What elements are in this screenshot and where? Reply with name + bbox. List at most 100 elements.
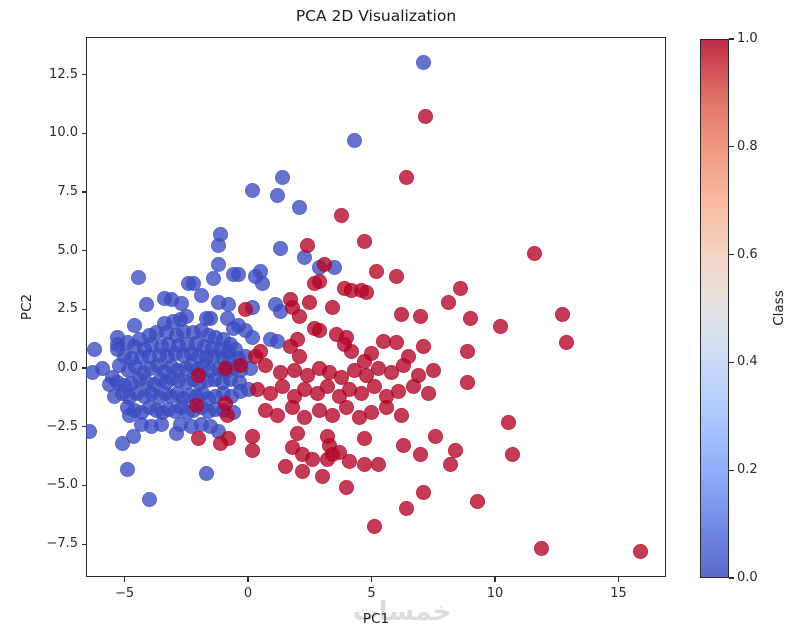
x-tick-mark — [617, 577, 620, 582]
scatter-point-class0 — [87, 341, 103, 357]
scatter-point-class1 — [452, 280, 468, 296]
scatter-point-class1 — [341, 454, 357, 470]
scatter-point-class0 — [178, 308, 194, 324]
scatter-point-class1 — [245, 428, 261, 444]
y-tick-mark — [81, 308, 86, 310]
scatter-point-class1 — [238, 301, 254, 317]
x-tick-label: −5 — [114, 586, 135, 601]
y-tick-label: −7.5 — [46, 536, 78, 552]
scatter-point-class0 — [86, 423, 98, 439]
scatter-point-class1 — [633, 543, 649, 559]
scatter-point-class1 — [218, 360, 234, 376]
y-tick-label: 12.5 — [49, 66, 78, 82]
y-tick-mark — [81, 250, 86, 252]
scatter-point-class1 — [299, 238, 315, 254]
x-tick-label: 10 — [486, 586, 504, 601]
scatter-point-class1 — [356, 456, 372, 472]
scatter-point-class1 — [220, 430, 236, 446]
scatter-point-class1 — [371, 456, 387, 472]
scatter-point-class1 — [294, 463, 310, 479]
scatter-point-class1 — [391, 384, 407, 400]
scatter-point-class1 — [317, 257, 333, 273]
scatter-point-class1 — [289, 426, 305, 442]
scatter-point-class0 — [220, 297, 236, 313]
scatter-point-class1 — [356, 430, 372, 446]
y-tick-mark — [81, 426, 86, 428]
y-tick-mark — [81, 132, 86, 134]
scatter-point-class0 — [292, 199, 308, 215]
y-tick-label: 10.0 — [49, 125, 78, 141]
scatter-point-class1 — [462, 311, 478, 327]
scatter-point-class1 — [191, 367, 207, 383]
scatter-point-class1 — [245, 442, 261, 458]
scatter-point-class0 — [210, 257, 226, 273]
scatter-point-class1 — [219, 407, 235, 423]
scatter-point-class0 — [415, 55, 431, 71]
scatter-point-class1 — [413, 308, 429, 324]
scatter-point-class0 — [126, 318, 142, 334]
x-tick-mark — [247, 577, 249, 582]
scatter-point-class0 — [125, 428, 141, 444]
scatter-point-class1 — [527, 245, 543, 261]
scatter-point-class1 — [378, 400, 394, 416]
scatter-plot-area — [86, 37, 666, 577]
scatter-point-class1 — [257, 358, 273, 374]
scatter-point-class0 — [119, 461, 135, 477]
colorbar-tick-mark — [729, 38, 734, 40]
scatter-point-class1 — [413, 447, 429, 463]
y-tick-mark — [81, 543, 86, 545]
scatter-point-class0 — [130, 270, 146, 286]
scatter-point-class1 — [312, 322, 328, 338]
x-tick-mark — [494, 577, 496, 582]
scatter-point-class0 — [205, 271, 221, 287]
scatter-point-class1 — [297, 409, 313, 425]
colorbar-tick-mark — [729, 577, 734, 579]
scatter-point-class0 — [141, 492, 157, 508]
scatter-point-class1 — [272, 365, 288, 381]
scatter-point-class1 — [304, 452, 320, 468]
scatter-point-class0 — [245, 183, 261, 199]
scatter-point-class1 — [292, 348, 308, 364]
scatter-point-class0 — [245, 330, 261, 346]
colorbar-tick-mark — [729, 469, 734, 471]
scatter-point-class1 — [396, 358, 412, 374]
scatter-point-class0 — [198, 466, 214, 482]
scatter-point-class1 — [559, 334, 575, 350]
scatter-point-class1 — [448, 442, 464, 458]
colorbar-tick-label: 0.0 — [737, 570, 758, 585]
scatter-point-class1 — [504, 447, 520, 463]
y-tick-mark — [81, 73, 86, 76]
y-tick-mark — [81, 191, 86, 193]
scatter-point-class1 — [364, 346, 380, 362]
y-tick-label: 2.5 — [57, 301, 78, 317]
scatter-point-class1 — [233, 358, 249, 374]
colorbar-tick-label: 0.8 — [737, 138, 758, 154]
scatter-point-class0 — [346, 132, 362, 148]
scatter-point-class1 — [356, 233, 372, 249]
scatter-point-class1 — [364, 405, 380, 421]
y-tick-mark — [81, 367, 86, 369]
scatter-point-class1 — [292, 308, 308, 324]
khamsat-watermark: خمسات — [352, 597, 452, 627]
scatter-point-class0 — [230, 266, 246, 282]
scatter-point-class0 — [186, 276, 202, 292]
scatter-point-class1 — [339, 400, 355, 416]
scatter-point-class0 — [121, 407, 137, 423]
scatter-point-class1 — [492, 319, 508, 335]
y-tick-label: −2.5 — [46, 418, 78, 434]
scatter-point-class1 — [366, 519, 382, 535]
scatter-point-class1 — [555, 306, 571, 322]
y-tick-label: 5.0 — [57, 242, 78, 258]
scatter-point-class1 — [277, 459, 293, 475]
scatter-point-class0 — [210, 238, 226, 254]
scatter-point-class1 — [339, 480, 355, 496]
x-tick-label: 15 — [610, 586, 627, 601]
scatter-point-class0 — [134, 416, 150, 432]
scatter-point-class1 — [270, 407, 286, 423]
scatter-point-class1 — [262, 386, 278, 402]
scatter-point-class1 — [383, 365, 399, 381]
scatter-point-class1 — [191, 430, 207, 446]
scatter-point-class1 — [359, 367, 375, 383]
x-tick-mark — [123, 577, 126, 582]
